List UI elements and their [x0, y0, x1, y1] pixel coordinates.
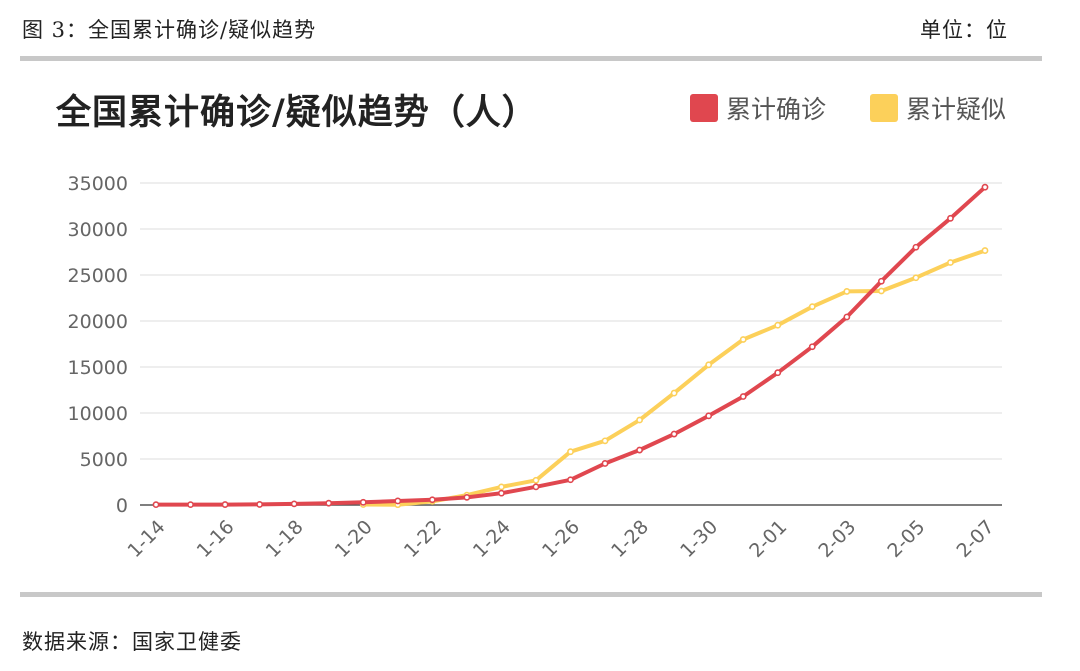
data-point-confirmed: [774, 369, 782, 377]
data-point-suspected: [705, 361, 713, 369]
data-point-confirmed: [290, 500, 298, 508]
data-point-confirmed: [877, 277, 885, 285]
data-point-suspected: [808, 303, 816, 311]
data-point-confirmed: [808, 343, 816, 351]
y-tick-label: 20000: [68, 311, 128, 333]
x-tick-label: 1-30: [676, 516, 722, 562]
data-point-confirmed: [601, 460, 609, 467]
data-point-confirmed: [394, 497, 402, 505]
data-point-confirmed: [498, 489, 505, 497]
data-point-suspected: [670, 389, 678, 397]
data-point-confirmed: [256, 501, 264, 508]
x-axis-ticks: 1-14 1-16 1-18 1-20 1-22 1-24 1-26 1-28 1-30 2-01…: [123, 516, 998, 562]
y-tick-label: 15000: [68, 357, 128, 379]
data-point-confirmed: [670, 430, 678, 438]
x-tick-label: 2-05: [883, 516, 929, 562]
data-point-confirmed: [636, 446, 643, 454]
y-tick-label: 0: [116, 495, 128, 517]
data-point-confirmed: [739, 393, 747, 400]
data-point-suspected: [877, 287, 885, 295]
y-tick-label: 5000: [80, 449, 128, 471]
source-note: 数据来源：国家卫健委: [22, 630, 242, 654]
data-point-confirmed: [152, 501, 160, 509]
x-tick-label: 2-03: [814, 516, 860, 562]
data-point-confirmed: [947, 214, 954, 222]
y-axis-ticks: 0 5000 10000 15000 20000 25000 30000 35000: [68, 173, 128, 517]
data-point-suspected: [636, 416, 643, 424]
data-point-confirmed: [187, 501, 194, 509]
y-tick-label: 30000: [68, 219, 128, 241]
chart-title: 全国累计确诊/疑似趋势（人）: [56, 93, 538, 133]
x-tick-label: 1-14: [123, 516, 169, 562]
legend-label-suspected: 累计疑似: [906, 95, 1007, 124]
data-point-confirmed: [221, 501, 229, 508]
data-point-confirmed: [981, 183, 989, 191]
data-point-suspected: [843, 288, 851, 295]
data-point-suspected: [498, 483, 505, 491]
data-point-suspected: [774, 321, 782, 329]
series-line-suspected: [361, 248, 987, 507]
x-tick-label: 2-01: [745, 516, 791, 562]
x-tick-label: 1-24: [469, 516, 515, 562]
data-point-suspected: [739, 336, 747, 343]
legend-item-suspected: 累计疑似: [870, 90, 1006, 126]
data-point-suspected: [532, 476, 540, 484]
data-point-suspected: [981, 247, 989, 254]
data-point-suspected: [567, 448, 574, 456]
legend-swatch-confirmed: [690, 94, 718, 122]
x-tick-label: 1-26: [538, 516, 584, 562]
legend-label-confirmed: 累计确诊: [726, 95, 827, 124]
data-series: [152, 183, 989, 509]
data-point-confirmed: [463, 493, 471, 501]
data-point-confirmed: [325, 499, 333, 507]
bottom-divider: [20, 592, 1042, 597]
gridlines: [140, 182, 1002, 506]
data-point-confirmed: [843, 313, 851, 321]
y-tick-label: 25000: [68, 265, 128, 287]
figure-caption: 图 3：全国累计确诊/疑似趋势: [22, 18, 317, 42]
unit-label: 单位：位: [920, 18, 1008, 42]
data-point-suspected: [947, 259, 954, 266]
data-point-suspected: [601, 437, 609, 445]
legend-item-confirmed: 累计确诊: [690, 90, 826, 126]
data-point-confirmed: [567, 476, 574, 484]
data-point-confirmed: [428, 496, 436, 504]
x-tick-label: 1-20: [331, 516, 377, 562]
x-tick-label: 1-16: [193, 516, 239, 562]
legend-swatch-suspected: [870, 94, 898, 122]
x-tick-label: 1-18: [262, 516, 308, 562]
x-tick-label: 2-07: [952, 516, 998, 562]
y-tick-label: 35000: [68, 173, 128, 195]
top-divider: [20, 56, 1042, 61]
data-point-suspected: [912, 274, 920, 282]
series-line-confirmed: [154, 185, 987, 507]
x-tick-label: 1-28: [607, 516, 653, 562]
y-tick-label: 10000: [68, 403, 128, 425]
data-point-confirmed: [532, 483, 540, 491]
data-point-confirmed: [705, 412, 713, 420]
data-point-confirmed: [359, 498, 367, 506]
x-tick-label: 1-22: [400, 516, 446, 562]
data-point-confirmed: [912, 243, 920, 251]
